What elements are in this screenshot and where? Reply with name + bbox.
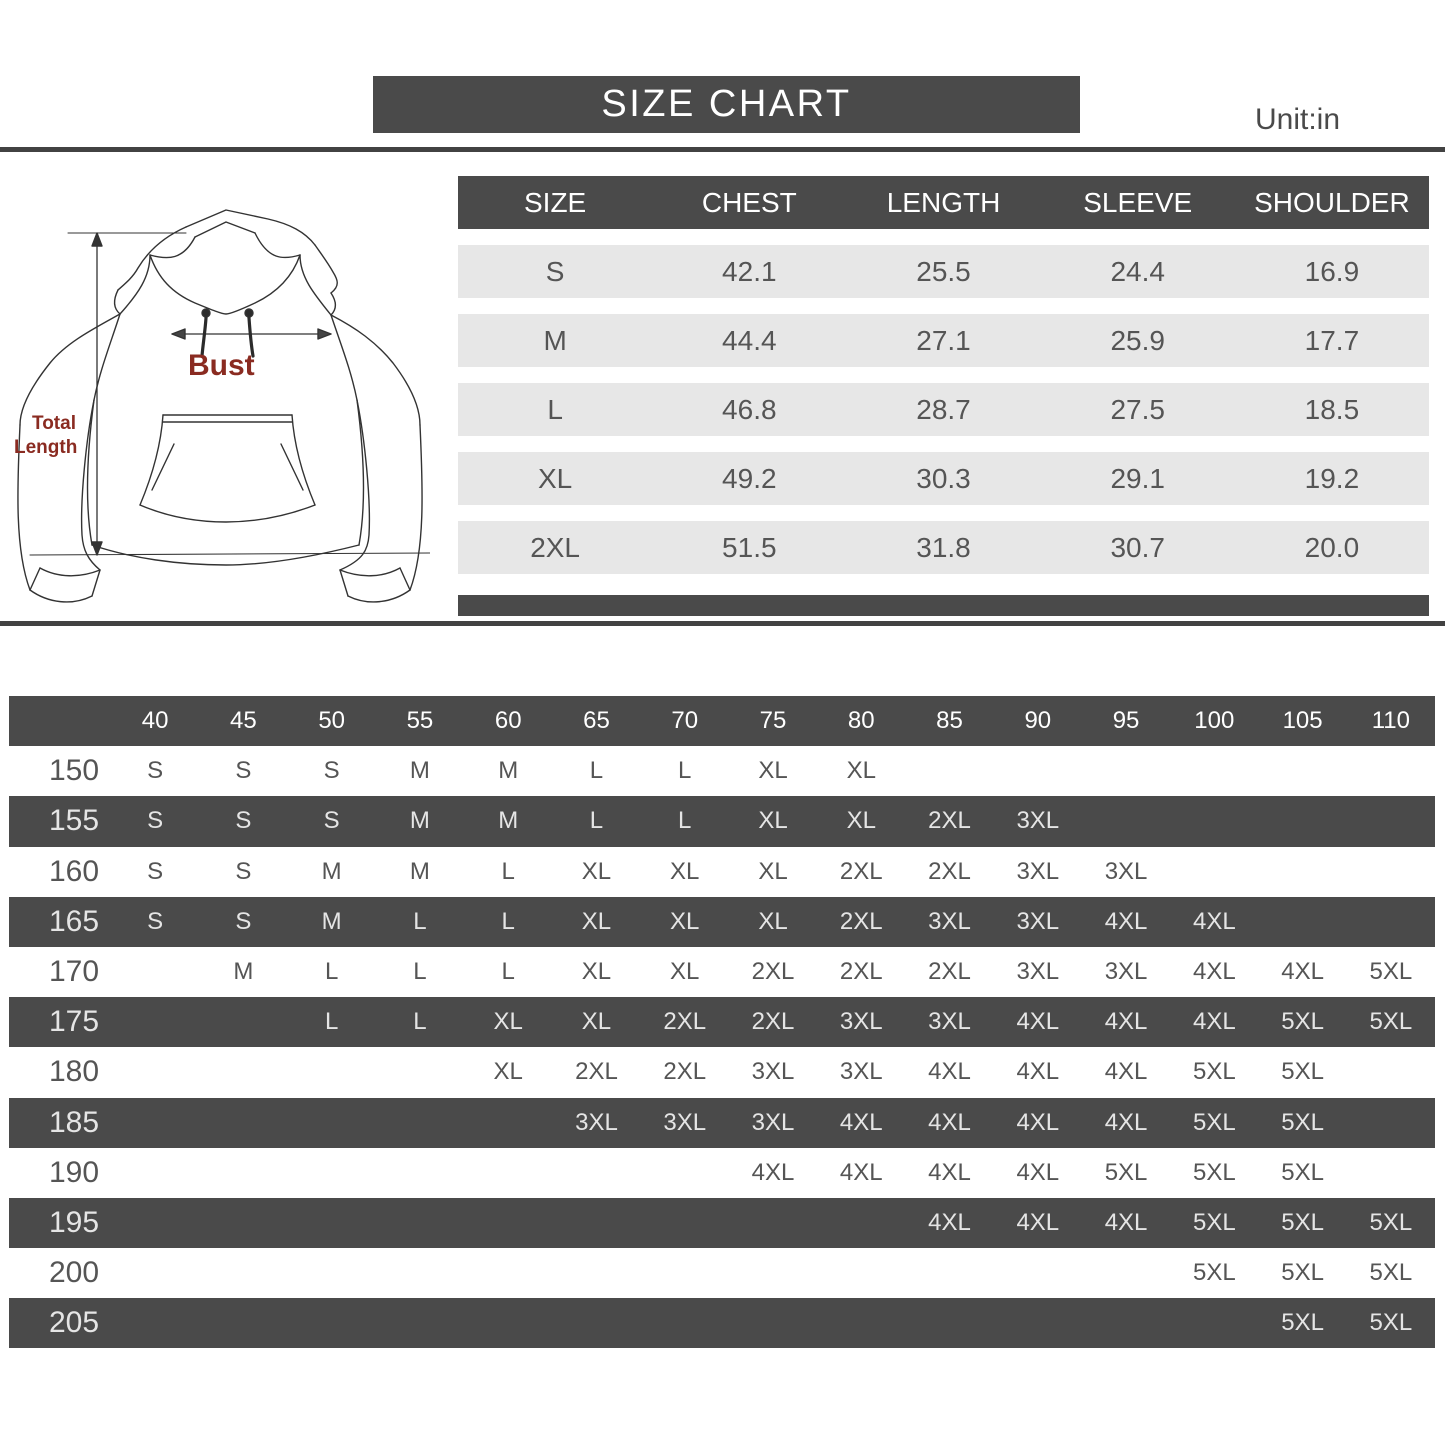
svg-text:Total: Total xyxy=(32,413,76,434)
svg-text:Bust: Bust xyxy=(188,349,255,382)
svg-text:Length: Length xyxy=(14,437,77,458)
